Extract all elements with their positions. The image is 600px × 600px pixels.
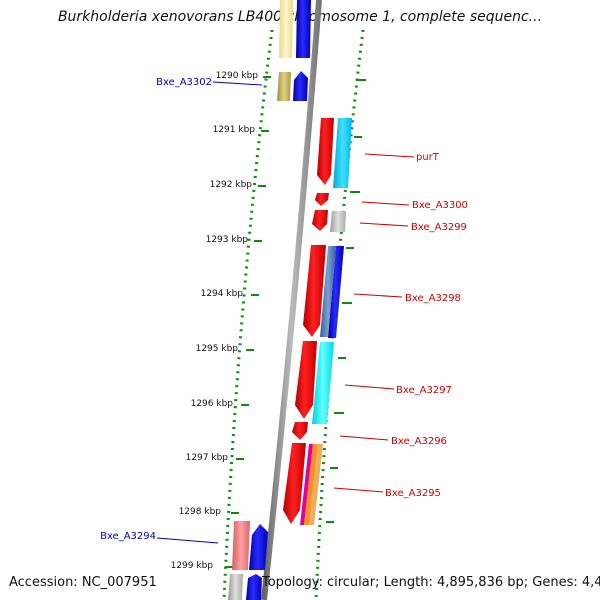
cds-purt[interactable] bbox=[317, 118, 334, 185]
gene-label-bxe-a3298[interactable]: Bxe_A3298 bbox=[353, 293, 461, 304]
cds-bottom-grey[interactable] bbox=[228, 574, 243, 600]
cds-top-pale[interactable] bbox=[279, 0, 293, 58]
cds-bxe-a3297-aqua[interactable] bbox=[312, 342, 334, 424]
tick-label-1299: 1299 kbp bbox=[171, 561, 214, 571]
tick-1290: 1290 kbp bbox=[216, 71, 271, 81]
gc-track-inner bbox=[222, 29, 274, 600]
tick-1299: 1299 kbp bbox=[171, 561, 233, 571]
tick-label-1296: 1296 kbp bbox=[191, 399, 234, 409]
cds-top-blue[interactable] bbox=[296, 0, 311, 58]
cds-bxe-a3296[interactable] bbox=[292, 422, 308, 440]
gene-label-text-purt: purT bbox=[416, 152, 440, 163]
cds-bxe-a3295-magenta[interactable] bbox=[300, 444, 313, 525]
cds-bxe-a3295[interactable] bbox=[283, 443, 306, 524]
gene-label-text-bxe-a3297: Bxe_A3297 bbox=[396, 385, 452, 396]
cds-bxe-a3302[interactable] bbox=[293, 71, 308, 101]
gene-label-text-bxe-a3296: Bxe_A3296 bbox=[391, 436, 447, 447]
gene-label-bxe-a3297[interactable]: Bxe_A3297 bbox=[344, 384, 452, 396]
topology-summary-text: Topology: circular; Length: 4,895,836 bp… bbox=[262, 575, 600, 590]
tick-1296: 1296 kbp bbox=[191, 399, 249, 409]
tick-1298: 1298 kbp bbox=[179, 507, 239, 517]
gene-label-bxe-a3294[interactable]: Bxe_A3294 bbox=[100, 531, 219, 544]
gene-label-text-bxe-a3300: Bxe_A3300 bbox=[412, 200, 468, 211]
tick-label-1298: 1298 kbp bbox=[179, 507, 222, 517]
cds-bxe-a3298-steel[interactable] bbox=[320, 246, 336, 337]
gene-label-text-bxe-a3295: Bxe_A3295 bbox=[385, 488, 441, 499]
tick-label-1297: 1297 kbp bbox=[186, 453, 229, 463]
tick-label-1290: 1290 kbp bbox=[216, 71, 259, 81]
tick-1291: 1291 kbp bbox=[213, 125, 269, 135]
cds-bxe-a3294-pink[interactable] bbox=[232, 521, 250, 570]
tick-1297: 1297 kbp bbox=[186, 453, 244, 463]
cds-bxe-a3295-yellow[interactable] bbox=[309, 444, 323, 525]
cds-bottom-blue[interactable] bbox=[246, 574, 262, 600]
cds-bxe-a3299[interactable] bbox=[312, 210, 328, 231]
cds-bxe-a3300[interactable] bbox=[315, 193, 329, 206]
gene-label-bxe-a3299[interactable]: Bxe_A3299 bbox=[359, 222, 467, 233]
cds-bxe-a3298[interactable] bbox=[303, 245, 326, 337]
forward-strand-genes bbox=[228, 0, 311, 600]
tick-1294: 1294 kbp bbox=[201, 289, 259, 299]
gene-label-text-bxe-a3302: Bxe_A3302 bbox=[156, 77, 212, 88]
cds-bxe-a3299-grey[interactable] bbox=[330, 211, 346, 232]
tick-1292: 1292 kbp bbox=[210, 180, 266, 190]
tick-label-1291: 1291 kbp bbox=[213, 125, 256, 135]
tick-label-1295: 1295 kbp bbox=[196, 344, 239, 354]
gene-labels: Bxe_A3302 purT Bxe_A3300 Bxe_A3299 Bxe_A… bbox=[100, 77, 468, 544]
cds-bxe-a3297[interactable] bbox=[295, 341, 317, 419]
gc-outer-dashes bbox=[326, 79, 366, 523]
cds-bxe-a3298-blue[interactable] bbox=[328, 246, 344, 338]
tick-label-1293: 1293 kbp bbox=[206, 235, 249, 245]
kbp-ticks: 1290 kbp 1291 kbp 1292 kbp 1293 kbp 1294… bbox=[171, 71, 271, 571]
tick-label-1294: 1294 kbp bbox=[201, 289, 244, 299]
cds-purt-cyan[interactable] bbox=[333, 118, 352, 188]
gene-label-text-bxe-a3294: Bxe_A3294 bbox=[100, 531, 156, 542]
tick-label-1292: 1292 kbp bbox=[210, 180, 253, 190]
gene-label-text-bxe-a3299: Bxe_A3299 bbox=[411, 222, 467, 233]
genome-backbone bbox=[261, 0, 322, 600]
gene-label-bxe-a3295[interactable]: Bxe_A3295 bbox=[333, 487, 441, 499]
accession-text: Accession: NC_007951 bbox=[9, 575, 157, 590]
gene-label-bxe-a3302[interactable]: Bxe_A3302 bbox=[156, 77, 263, 88]
cds-bxe-a3302-khaki[interactable] bbox=[277, 72, 291, 101]
gene-label-purt[interactable]: purT bbox=[364, 152, 440, 163]
gc-track bbox=[222, 29, 366, 600]
gene-label-text-bxe-a3298: Bxe_A3298 bbox=[405, 293, 461, 304]
gene-label-bxe-a3300[interactable]: Bxe_A3300 bbox=[361, 200, 468, 211]
cds-bxe-a3294[interactable] bbox=[249, 524, 268, 570]
gene-label-bxe-a3296[interactable]: Bxe_A3296 bbox=[339, 435, 447, 447]
cds-bxe-a3295-orange[interactable] bbox=[304, 444, 318, 525]
tick-1293: 1293 kbp bbox=[206, 235, 262, 245]
tick-1295: 1295 kbp bbox=[196, 344, 254, 354]
reverse-strand-genes bbox=[283, 118, 352, 525]
